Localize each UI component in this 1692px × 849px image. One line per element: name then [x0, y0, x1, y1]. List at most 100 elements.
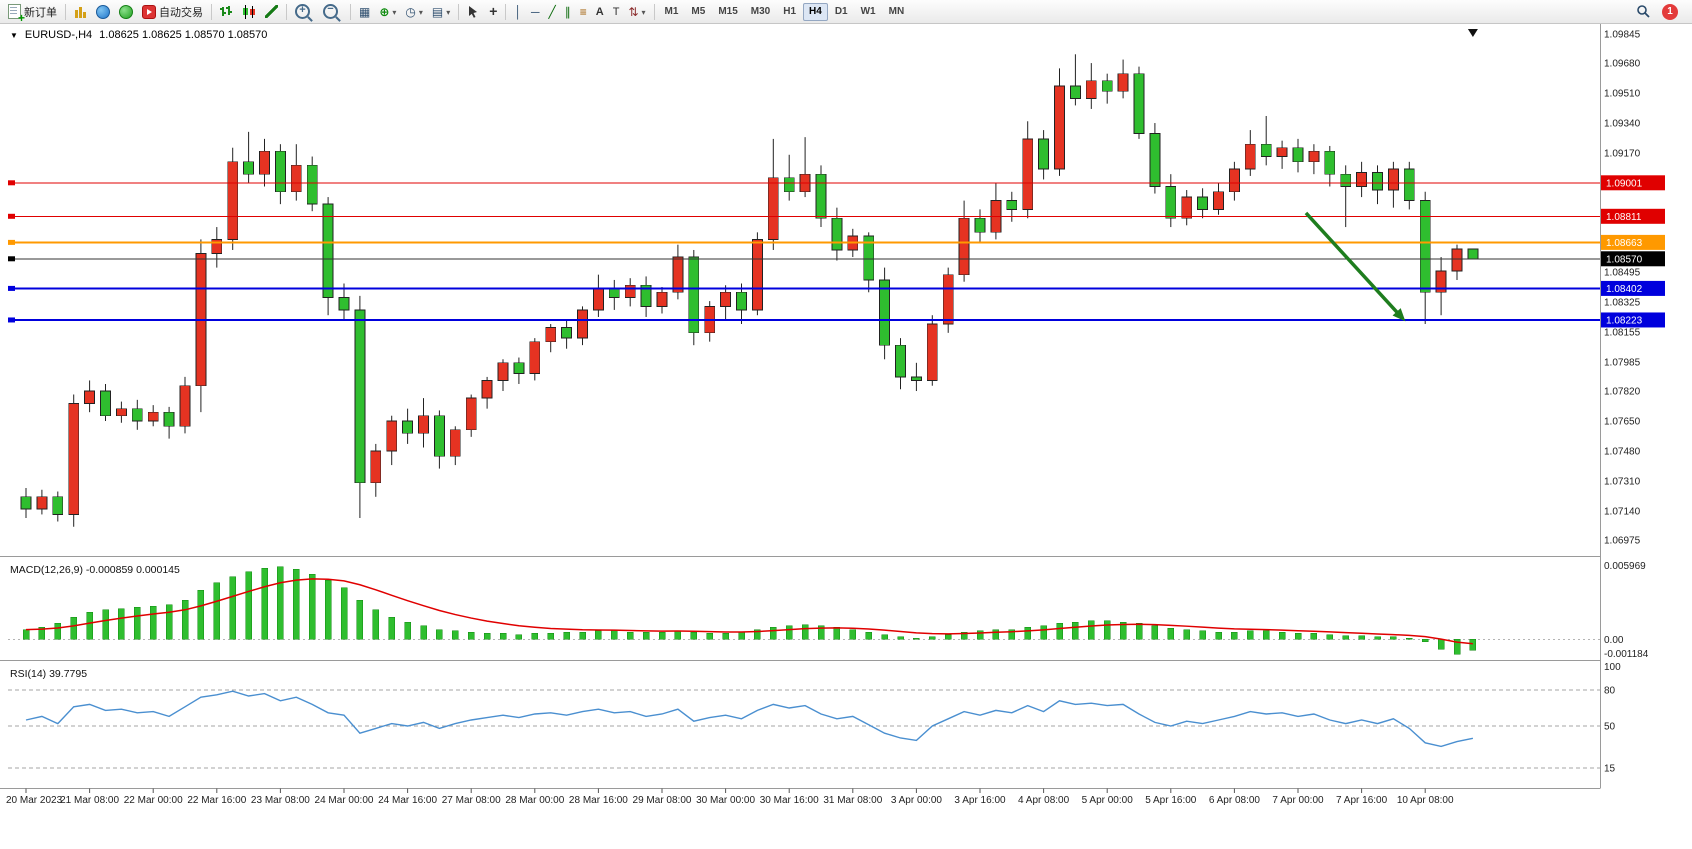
label-button[interactable]	[609, 2, 624, 22]
svg-text:1.09510: 1.09510	[1604, 89, 1641, 100]
timeframe-mn-button[interactable]: MN	[883, 3, 911, 21]
svg-text:1.09001: 1.09001	[1606, 178, 1643, 189]
timeframe-m15-button[interactable]: M15	[712, 3, 743, 21]
channel-button[interactable]	[561, 2, 575, 22]
toolbar-separator	[653, 3, 655, 20]
add-indicator-icon	[379, 5, 389, 19]
zoom-out-button[interactable]	[319, 2, 346, 22]
fibonacci-button[interactable]	[576, 2, 591, 22]
svg-text:21 Mar 08:00: 21 Mar 08:00	[60, 795, 119, 806]
svg-text:1.08495: 1.08495	[1604, 268, 1641, 279]
auto-trading-label: 自动交易	[159, 6, 203, 19]
periods-icon	[405, 5, 415, 19]
market-watch-button[interactable]	[92, 2, 114, 22]
svg-text:MACD(12,26,9) -0.000859 0.0001: MACD(12,26,9) -0.000859 0.000145	[10, 564, 180, 576]
rsi-panel: RSI(14) 39.7795 100 80 50 15	[8, 662, 1621, 775]
cursor-button[interactable]	[463, 2, 484, 22]
macd-panel: MACD(12,26,9) -0.000859 0.000145 0.005969…	[8, 561, 1649, 660]
periods-button[interactable]	[401, 2, 427, 22]
chevron-down-icon	[392, 6, 396, 18]
svg-text:1.09845: 1.09845	[1604, 30, 1641, 41]
svg-text:24 Mar 16:00: 24 Mar 16:00	[378, 795, 437, 806]
timeframe-m1-button[interactable]: M1	[659, 3, 685, 21]
timeframe-w1-button[interactable]: W1	[855, 3, 882, 21]
timeframe-d1-button[interactable]: D1	[829, 3, 854, 21]
arrows-icon	[628, 5, 638, 19]
timeframe-toolbar: M1 M5 M15 M30 H1 H4 D1 W1 MN	[659, 2, 911, 21]
search-button[interactable]	[1632, 2, 1655, 22]
chart-quote-header: EURUSD-,H4 1.08625 1.08625 1.08570 1.085…	[10, 29, 267, 41]
timeframe-m30-button[interactable]: M30	[745, 3, 776, 21]
timeframe-m5-button[interactable]: M5	[685, 3, 711, 21]
toolbar-separator	[458, 3, 460, 20]
svg-text:1.08223: 1.08223	[1606, 315, 1643, 326]
line-chart-icon	[265, 5, 278, 18]
toolbar-right-group: 1	[1632, 2, 1688, 22]
zoom-in-button[interactable]	[291, 2, 318, 22]
svg-text:31 Mar 08:00: 31 Mar 08:00	[823, 795, 882, 806]
add-indicator-button[interactable]	[375, 2, 400, 22]
panel-borders	[0, 24, 1601, 789]
new-chart-button[interactable]	[70, 2, 91, 22]
crosshair-icon	[489, 4, 497, 19]
svg-text:28 Mar 00:00: 28 Mar 00:00	[505, 795, 564, 806]
line-left-markers	[8, 180, 15, 323]
symbol-period-label: EURUSD-,H4	[24, 29, 93, 41]
zoom-out-icon	[323, 3, 338, 19]
svg-text:1.09170: 1.09170	[1604, 149, 1641, 160]
candlestick-chart-button[interactable]	[238, 2, 260, 22]
text-icon	[596, 4, 604, 19]
new-order-button[interactable]: 新订单	[4, 2, 61, 23]
navigator-button[interactable]	[115, 2, 137, 22]
templates-button[interactable]	[428, 2, 454, 22]
price-axis: 1.09845 1.09680 1.09510 1.09340 1.09170 1.084…	[1601, 30, 1665, 547]
svg-text:80: 80	[1604, 686, 1616, 697]
tile-windows-button[interactable]	[355, 2, 374, 22]
new-order-icon	[8, 4, 25, 23]
timeframe-h1-button[interactable]: H1	[777, 3, 802, 21]
svg-text:3 Apr 00:00: 3 Apr 00:00	[891, 795, 943, 806]
horizontal-line-button[interactable]	[527, 2, 544, 22]
label-icon	[613, 4, 620, 19]
svg-text:1.07310: 1.07310	[1604, 476, 1641, 487]
current-bar-marker[interactable]	[1467, 29, 1478, 37]
market-watch-icon	[96, 4, 110, 19]
timeframe-h4-button[interactable]: H4	[803, 2, 828, 21]
svg-text:1.08155: 1.08155	[1604, 327, 1641, 338]
trendline-icon	[548, 5, 555, 19]
quote-dropdown-icon[interactable]	[10, 29, 18, 41]
svg-text:28 Mar 16:00: 28 Mar 16:00	[569, 795, 628, 806]
trendline-button[interactable]	[544, 2, 559, 22]
trend-arrow[interactable]	[1304, 211, 1406, 322]
svg-text:1.07820: 1.07820	[1604, 387, 1641, 398]
svg-text:3 Apr 16:00: 3 Apr 16:00	[954, 795, 1006, 806]
toolbar-separator	[286, 3, 287, 20]
svg-text:RSI(14) 39.7795: RSI(14) 39.7795	[10, 668, 87, 680]
bar-chart-button[interactable]	[216, 2, 237, 22]
svg-text:1.09680: 1.09680	[1604, 59, 1641, 70]
auto-trading-button[interactable]: 自动交易	[138, 2, 207, 22]
svg-text:15: 15	[1604, 764, 1616, 775]
horizontal-lines[interactable]	[8, 182, 1600, 321]
svg-text:-0.001184: -0.001184	[1604, 649, 1649, 660]
auto-trading-icon	[142, 4, 156, 19]
svg-text:0.00: 0.00	[1604, 635, 1624, 646]
vertical-line-button[interactable]	[510, 2, 526, 22]
arrows-button[interactable]	[624, 2, 649, 22]
price-chart[interactable]: 1.09845 1.09680 1.09510 1.09340 1.09170 1.084…	[0, 24, 1692, 849]
navigator-icon	[119, 4, 133, 19]
svg-text:20 Mar 2023: 20 Mar 2023	[6, 795, 63, 806]
notification-badge[interactable]: 1	[1662, 3, 1678, 20]
svg-text:1.08663: 1.08663	[1606, 238, 1643, 249]
svg-text:1.07480: 1.07480	[1604, 446, 1641, 457]
svg-text:1.07140: 1.07140	[1604, 506, 1641, 517]
crosshair-button[interactable]	[485, 2, 501, 22]
quote-ohlc: 1.08625 1.08625 1.08570 1.08570	[99, 29, 268, 41]
svg-text:1.08402: 1.08402	[1606, 284, 1643, 295]
chevron-down-icon	[419, 6, 423, 18]
tile-windows-icon	[359, 5, 370, 19]
text-button[interactable]	[592, 2, 608, 22]
line-chart-button[interactable]	[261, 2, 282, 22]
